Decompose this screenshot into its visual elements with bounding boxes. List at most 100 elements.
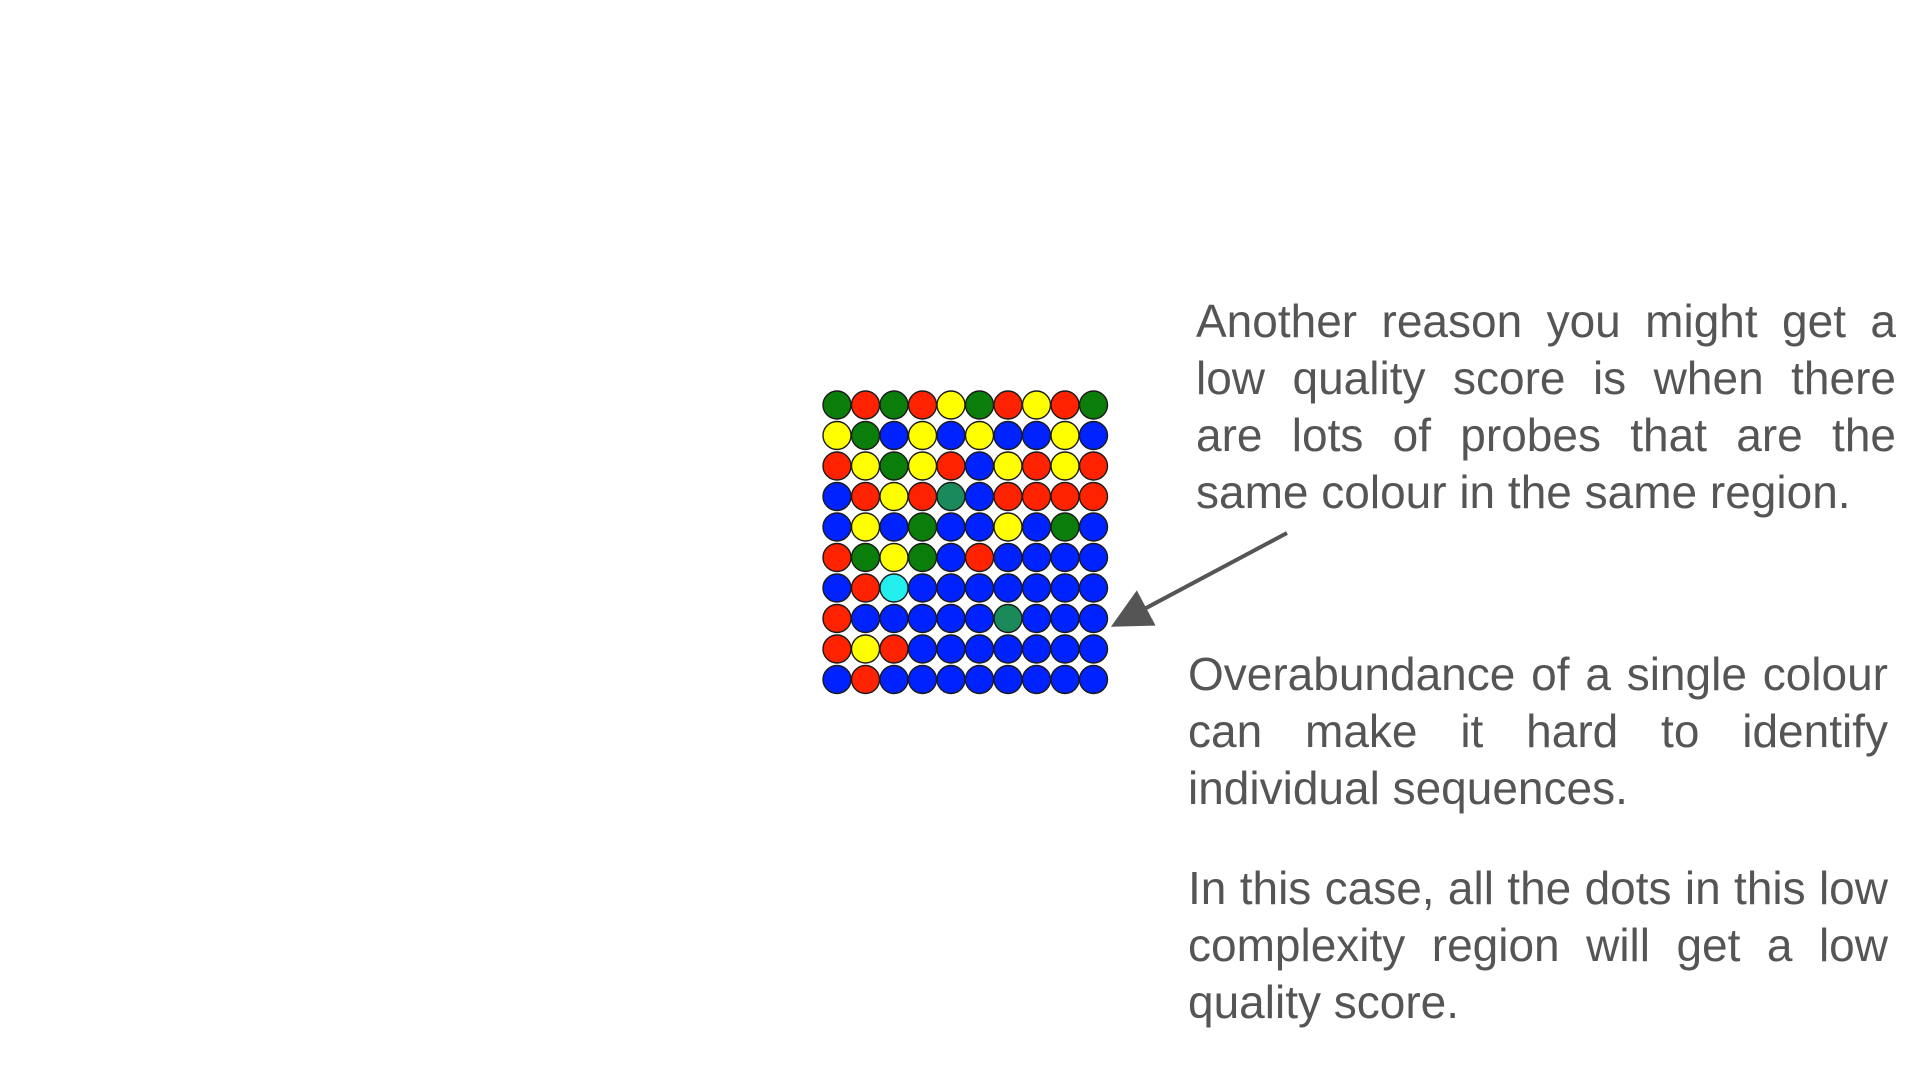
probe-dot [936, 481, 966, 512]
probe-dot [1078, 603, 1109, 634]
callout-text-bottom: In this case, all the dots in this low c… [1188, 862, 1888, 1028]
probe-dot [822, 512, 852, 542]
probe-dot [850, 420, 881, 451]
probe-dot [964, 603, 995, 634]
probe-dot [879, 542, 909, 573]
probe-dot [1078, 664, 1109, 695]
probe-dot [1021, 573, 1052, 603]
probe-dot [1050, 451, 1080, 481]
probe-dot [907, 451, 938, 481]
probe-dot [907, 481, 938, 512]
probe-dot [1050, 420, 1080, 451]
probe-dot [879, 664, 909, 695]
probe-dot [850, 542, 881, 573]
probe-dot [822, 390, 852, 420]
probe-dot [936, 573, 966, 603]
probe-dot [1021, 634, 1052, 664]
probe-dot [907, 664, 938, 695]
probe-dot [822, 634, 852, 664]
probe-dot [907, 390, 938, 420]
probe-dot [907, 420, 938, 451]
probe-dot [964, 542, 995, 573]
probe-dot [964, 573, 995, 603]
probe-dot [822, 664, 852, 695]
probe-dot [936, 390, 966, 420]
probe-dot [1078, 542, 1109, 573]
probe-dot [936, 664, 966, 695]
probe-dot [993, 451, 1023, 481]
probe-dot [879, 573, 909, 603]
probe-dot [993, 420, 1023, 451]
probe-dot [1021, 603, 1052, 634]
probe-dot [907, 512, 938, 542]
probe-dot [1021, 390, 1052, 420]
probe-dot [850, 481, 881, 512]
probe-dot [936, 634, 966, 664]
probe-dot [879, 512, 909, 542]
probe-dot [1078, 420, 1109, 451]
probe-dot [850, 664, 881, 695]
probe-dot [964, 512, 995, 542]
probe-dot [1021, 512, 1052, 542]
arrow-line [1110, 531, 1288, 627]
probe-dot [936, 420, 966, 451]
probe-dot [822, 481, 852, 512]
probe-dot [907, 634, 938, 664]
probe-dot [993, 542, 1023, 573]
probe-dot [850, 573, 881, 603]
probe-dot [822, 542, 852, 573]
probe-dot [993, 634, 1023, 664]
probe-dot [964, 390, 995, 420]
probe-dot [964, 481, 995, 512]
probe-dot [879, 390, 909, 420]
probe-dot [993, 390, 1023, 420]
probe-dot [1050, 573, 1080, 603]
probe-dot [964, 420, 995, 451]
probe-dot [850, 512, 881, 542]
probe-dot [993, 573, 1023, 603]
probe-dot [1050, 664, 1080, 695]
probe-dot [964, 634, 995, 664]
probe-dot [879, 420, 909, 451]
probe-dot [1078, 512, 1109, 542]
probe-dot [822, 451, 852, 481]
probe-dot [936, 451, 966, 481]
probe-dot [1050, 603, 1080, 634]
probe-dot [1021, 664, 1052, 695]
probe-dot [850, 603, 881, 634]
probe-dot [964, 451, 995, 481]
probe-dot [1050, 634, 1080, 664]
probe-dot [907, 603, 938, 634]
probe-dot [822, 420, 852, 451]
probe-dot [964, 664, 995, 695]
probe-dot [1021, 542, 1052, 573]
probe-dot [879, 451, 909, 481]
probe-dot [879, 603, 909, 634]
probe-dot [850, 451, 881, 481]
probe-dot [907, 542, 938, 573]
probe-dot [993, 481, 1023, 512]
probe-dot [936, 512, 966, 542]
probe-dot [936, 603, 966, 634]
probe-dot [822, 573, 852, 603]
probe-dot [1021, 420, 1052, 451]
probe-dot [993, 664, 1023, 695]
probe-dot [993, 603, 1023, 634]
probe-grid [822, 390, 1109, 695]
probe-dot [1078, 634, 1109, 664]
probe-dot [850, 634, 881, 664]
probe-dot [1050, 390, 1080, 420]
probe-dot [1021, 451, 1052, 481]
callout-text-top: Another reason you might get a low quali… [1196, 295, 1896, 518]
probe-dot [907, 573, 938, 603]
probe-dot [879, 634, 909, 664]
probe-dot [850, 390, 881, 420]
probe-dot [1078, 451, 1109, 481]
probe-dot [1050, 542, 1080, 573]
probe-dot [1078, 481, 1109, 512]
probe-dot [1021, 481, 1052, 512]
probe-dot [879, 481, 909, 512]
probe-dot [1078, 573, 1109, 603]
probe-dot [1050, 512, 1080, 542]
